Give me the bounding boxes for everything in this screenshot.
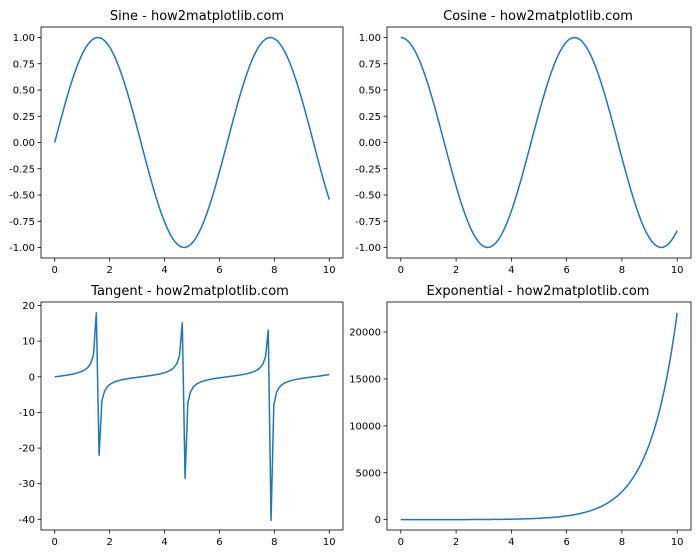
cosine-xtick-label: 8: [619, 265, 625, 276]
tangent-ytick-label: -40: [19, 515, 35, 526]
exponential-ytick-label: 10000: [349, 421, 381, 432]
cosine-series-line: [400, 36, 678, 249]
cosine-ytick-label: -0.75: [355, 217, 381, 228]
cosine-xtick-label: 6: [563, 265, 569, 276]
tangent-ytick-label: 20: [22, 301, 35, 312]
tangent-ytick-label: -10: [19, 408, 35, 419]
sine-ytick-label: 0.00: [13, 138, 35, 149]
sine-ytick-label: 0.25: [13, 112, 35, 123]
exponential-title: Exponential - how2matplotlib.com: [427, 284, 650, 299]
tangent-series-line: [54, 312, 330, 522]
exponential-xtick-label: 2: [453, 537, 459, 548]
cosine-ticks: 0 2 4 6 8 10 -1.00 -0.75 -0.50 -0.25 0.00 0.25 0.50 0…: [355, 33, 683, 276]
cosine-xtick-label: 0: [398, 265, 404, 276]
sine-series-line: [54, 36, 330, 249]
sine-xtick-label: 4: [161, 265, 167, 276]
cosine-xtick-label: 10: [671, 265, 684, 276]
exponential-xtick-label: 10: [671, 537, 684, 548]
cosine-xtick-label: 4: [508, 265, 514, 276]
sine-ytick-label: -0.25: [9, 164, 35, 175]
sine-ytick-label: -0.50: [9, 191, 35, 202]
exponential-xtick-label: 4: [508, 537, 514, 548]
sine-xtick-label: 6: [216, 265, 222, 276]
sine-ytick-label: -1.00: [9, 243, 35, 254]
tangent-title: Tangent - how2matplotlib.com: [90, 284, 289, 299]
sine-xtick-label: 10: [323, 265, 336, 276]
sine-axes-frame: [40, 26, 344, 259]
cosine-ytick-label: 0.00: [359, 138, 381, 149]
exponential-xtick-label: 6: [563, 537, 569, 548]
sine-xtick-label: 2: [106, 265, 112, 276]
cosine-axes-frame: [386, 26, 692, 259]
cosine-ytick-label: -0.25: [355, 164, 381, 175]
tangent-xtick-label: 8: [271, 537, 277, 548]
exponential-ticks: 0 2 4 6 8 10 0 5000 10000 15000 20000: [349, 328, 683, 548]
cosine-ytick-label: 0.25: [359, 112, 381, 123]
subplot-tangent: Tangent - how2matplotlib.com 0 2 4 6 8 10 -40 -…: [19, 284, 344, 548]
tangent-xtick-label: 2: [106, 537, 112, 548]
tangent-axes-frame: [40, 301, 344, 531]
exponential-xtick-label: 8: [619, 537, 625, 548]
exponential-series-line: [400, 312, 678, 521]
sine-ytick-label: -0.75: [9, 217, 35, 228]
cosine-ytick-label: 1.00: [359, 33, 381, 44]
sine-ticks: 0 2 4 6 8 10 -1.00 -0.75 -0.50 -0.25 0.00 0.25 0.50 0…: [9, 33, 336, 276]
tangent-xtick-label: 0: [52, 537, 58, 548]
exponential-ytick-label: 0: [375, 515, 381, 526]
subplot-cosine: Cosine - how2matplotlib.com 0 2 4 6 8 10 -1.00…: [355, 9, 692, 276]
subplot-sine: Sine - how2matplotlib.com 0 2 4 6 8 10 -1.00 -0…: [9, 9, 344, 276]
sine-ytick-label: 0.50: [13, 86, 35, 97]
exponential-axes-frame: [386, 301, 692, 531]
tangent-ytick-label: -30: [19, 479, 35, 490]
tangent-ticks: 0 2 4 6 8 10 -40 -30 -20 -10 0 10 20: [19, 301, 336, 548]
sine-ytick-label: 0.75: [13, 59, 35, 70]
cosine-ytick-label: -1.00: [355, 243, 381, 254]
cosine-ytick-label: -0.50: [355, 191, 381, 202]
exponential-xtick-label: 0: [398, 537, 404, 548]
tangent-ytick-label: 0: [29, 372, 35, 383]
exponential-ytick-label: 20000: [349, 328, 381, 339]
subplot-exponential: Exponential - how2matplotlib.com 0 2 4 6 8 10…: [349, 284, 692, 548]
cosine-ytick-label: 0.75: [359, 59, 381, 70]
tangent-ytick-label: -20: [19, 444, 35, 455]
tangent-xtick-label: 6: [216, 537, 222, 548]
tangent-xtick-label: 10: [323, 537, 336, 548]
cosine-ytick-label: 0.50: [359, 86, 381, 97]
sine-xtick-label: 8: [271, 265, 277, 276]
sine-title: Sine - how2matplotlib.com: [110, 9, 284, 24]
sine-ytick-label: 1.00: [13, 33, 35, 44]
tangent-ytick-label: 10: [22, 337, 35, 348]
sine-xtick-label: 0: [52, 265, 58, 276]
exponential-ytick-label: 15000: [349, 374, 381, 385]
exponential-ytick-label: 5000: [356, 468, 381, 479]
cosine-title: Cosine - how2matplotlib.com: [443, 9, 633, 24]
tangent-xtick-label: 4: [161, 537, 167, 548]
cosine-xtick-label: 2: [453, 265, 459, 276]
